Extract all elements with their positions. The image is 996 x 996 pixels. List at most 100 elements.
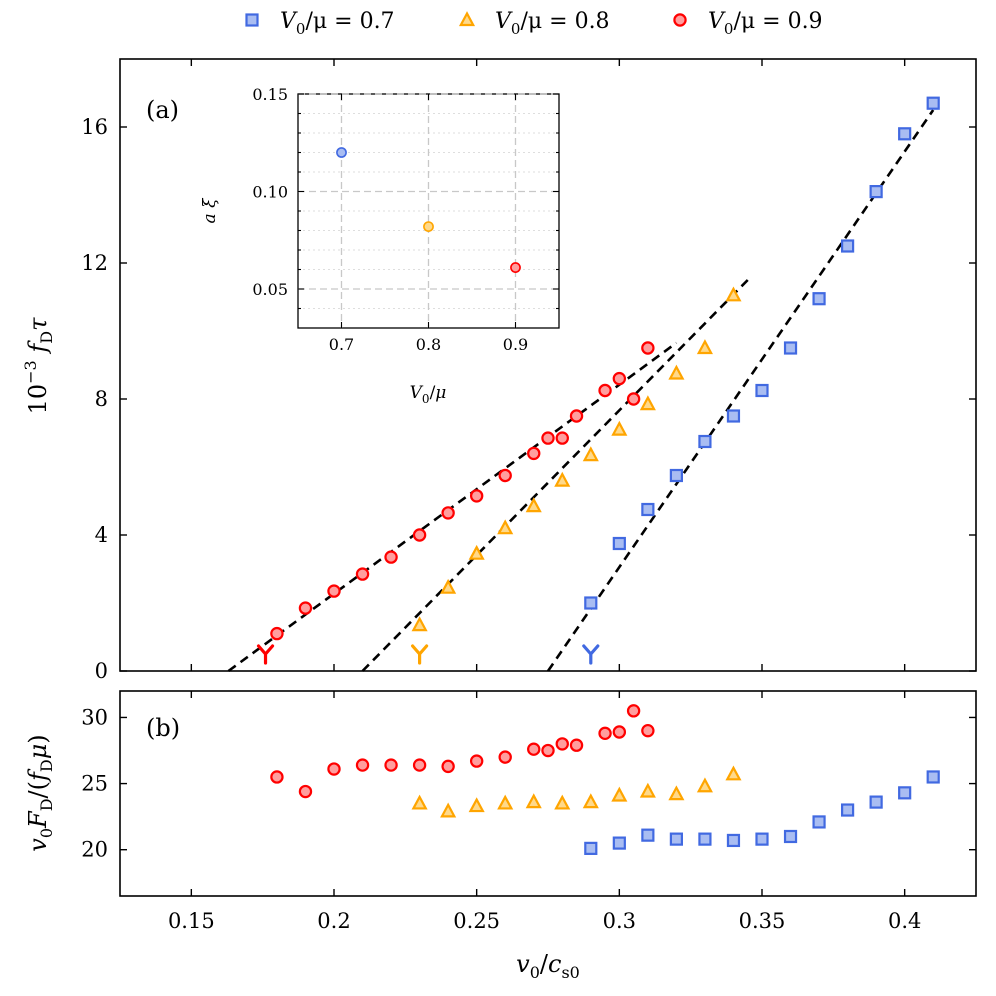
panel-a-markers (270, 96, 940, 641)
data-point (669, 832, 684, 846)
data-point (612, 836, 626, 850)
data-point (555, 431, 569, 445)
data-point (626, 704, 641, 718)
data-point (783, 829, 798, 844)
data-point (641, 828, 655, 842)
fit-line (361, 279, 749, 672)
data-point (668, 364, 685, 380)
data-point (527, 742, 541, 756)
data-point (840, 239, 855, 253)
inset-xlabel: V0/μ (410, 383, 447, 406)
data-point (696, 339, 713, 355)
panel-b-frame (119, 690, 977, 897)
data-point (270, 770, 284, 784)
data-point (384, 550, 398, 564)
panel-a-threshold-markers (256, 644, 600, 665)
inset-ytick-label: 0.05 (252, 280, 288, 299)
data-point (440, 802, 457, 818)
panel-b-label: (b) (146, 714, 180, 742)
data-point (384, 758, 398, 772)
panel-b-ticks: 0.15 0.2 0.25 0.3 0.35 0.4 20 25 30 (81, 691, 976, 933)
legend-marker (673, 13, 687, 27)
legend: V0/μ = 0.7 V0/μ = 0.8 V0/μ = 0.9 (245, 9, 823, 38)
data-point (412, 528, 427, 542)
data-point (355, 758, 370, 772)
data-point (840, 803, 855, 817)
data-point (612, 371, 627, 386)
data-point (698, 832, 712, 846)
data-point (639, 395, 656, 411)
data-point (327, 762, 341, 776)
threshold-marker (256, 644, 275, 665)
data-point (497, 794, 514, 810)
data-point (869, 795, 883, 809)
panel-a-ytick-label: 8 (95, 387, 108, 411)
data-point (611, 786, 628, 802)
data-point (355, 567, 370, 581)
panel-a-ytick-label: 12 (81, 251, 108, 275)
data-point (468, 797, 485, 813)
data-point (554, 471, 571, 487)
data-point (584, 596, 598, 610)
legend-marker (458, 11, 476, 27)
data-point (696, 777, 713, 793)
data-point (541, 743, 555, 758)
data-point (641, 723, 655, 738)
data-point (298, 601, 313, 615)
data-point (812, 815, 826, 829)
inset-data-point (510, 262, 521, 273)
panel-a-ticks: 0 4 8 12 16 (81, 59, 976, 683)
fit-line (546, 109, 935, 672)
panel-a-ylabel: 10−3 fDτ (21, 317, 56, 415)
inset-ticks: 0.7 0.8 0.9 0.05 0.10 0.15 (252, 85, 559, 354)
data-point (525, 793, 542, 809)
data-point (639, 782, 656, 798)
data-point (869, 185, 883, 199)
data-point (698, 434, 712, 449)
data-point (569, 409, 584, 423)
data-point (270, 626, 284, 641)
data-point (669, 468, 684, 483)
data-point (725, 765, 742, 781)
legend-entry-label: V0/μ = 0.7 (280, 9, 395, 38)
data-point (441, 506, 455, 520)
data-point (725, 286, 742, 302)
inset-xtick-label: 0.7 (329, 335, 354, 354)
data-point (598, 383, 612, 398)
x-tick-label: 0.35 (739, 909, 786, 933)
data-point (755, 832, 769, 846)
panel-b-markers (270, 704, 940, 855)
data-point (783, 341, 798, 355)
panel-a-fit-lines (227, 109, 935, 673)
inset-ytick-label: 0.15 (252, 85, 288, 104)
x-tick-label: 0.3 (603, 909, 636, 933)
x-axis-label: v0/cs0 (516, 950, 580, 982)
data-point (441, 759, 455, 774)
inset-plot: 0.7 0.8 0.9 0.05 0.10 0.15 V0/μ a ξ (200, 85, 560, 406)
data-point (898, 786, 912, 800)
data-point (584, 841, 598, 855)
data-point (582, 446, 599, 462)
data-point (469, 754, 484, 768)
inset-markers (336, 147, 521, 273)
x-tick-label: 0.2 (317, 909, 350, 933)
data-point (641, 502, 655, 517)
panel-b-ytick-label: 30 (81, 705, 108, 729)
data-point (612, 725, 627, 739)
data-point (898, 127, 912, 141)
data-point (498, 750, 512, 764)
data-point (582, 793, 599, 809)
data-point (527, 446, 541, 461)
data-point (497, 519, 514, 535)
panel-b-ytick-label: 20 (81, 838, 108, 862)
panel-b-ylabel: v0FD/(fDμ) (24, 734, 56, 851)
legend-entry-label: V0/μ = 0.9 (708, 9, 823, 38)
panel-b-ytick-label: 25 (81, 772, 108, 796)
x-tick-label: 0.25 (453, 909, 500, 933)
inset-data-point (423, 221, 434, 232)
data-point (541, 431, 555, 445)
data-point (411, 616, 428, 632)
panel-a-ytick-label: 0 (95, 659, 108, 683)
data-point (327, 584, 341, 598)
